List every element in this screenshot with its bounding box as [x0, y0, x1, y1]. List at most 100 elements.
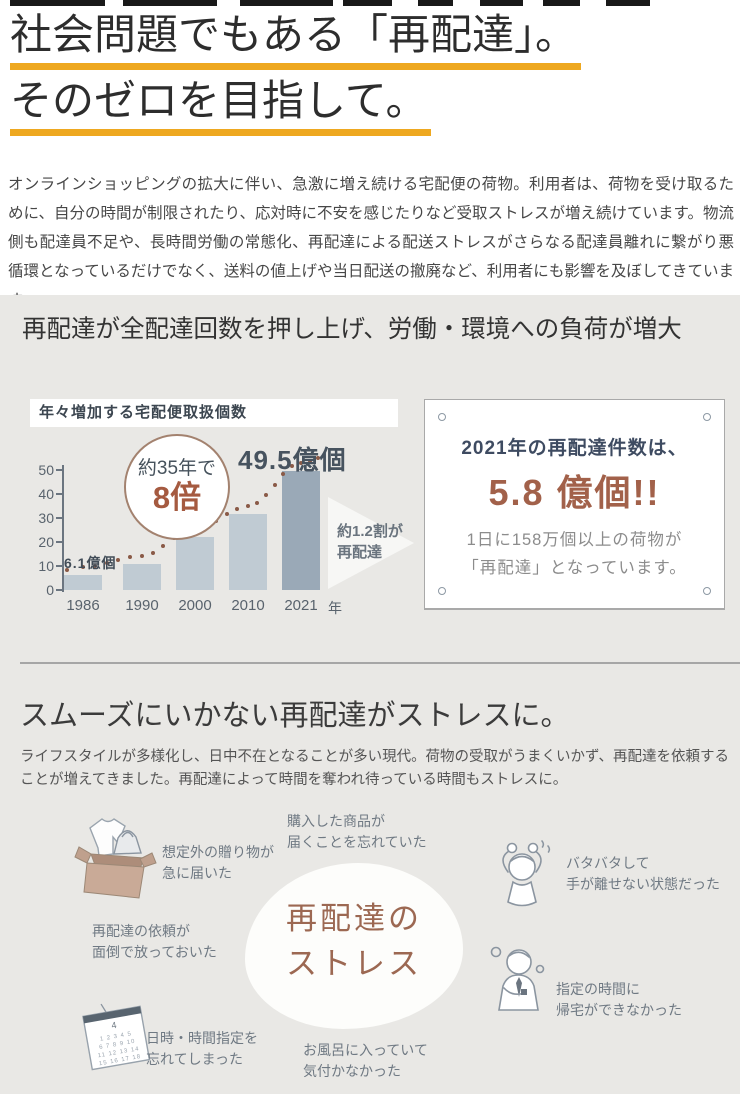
y-axis-label: 0 [46, 582, 54, 598]
bar-2000 [176, 537, 214, 590]
trend-dot [161, 544, 166, 549]
y-axis-tick [56, 541, 62, 543]
stress-item-request: 再配達の依頼が 面倒で放っておいた [92, 921, 217, 963]
stress-item-purchase-line1: 購入した商品が [287, 813, 385, 829]
growth-badge-line2: 8倍 [152, 480, 202, 515]
trend-dot [254, 501, 259, 506]
stress-item-datetime-line2: 忘れてしまった [146, 1051, 244, 1067]
trend-dot [316, 456, 320, 461]
growth-badge: 約35年で 8倍 [124, 434, 230, 540]
bar-2021 [282, 471, 320, 590]
stress-item-request-line1: 再配達の依頼が [92, 923, 190, 939]
card-pin-icon [438, 587, 446, 595]
chart-first-bar-label: 6.1億個 [64, 555, 117, 571]
arrow-label-line1: 約1.2割が [337, 523, 403, 540]
x-axis-label: 1986 [66, 597, 100, 614]
chart-peak-label: 49.5億個 [238, 445, 347, 475]
bar-1986 [64, 575, 102, 590]
redelivery-arrow-label: 約1.2割が 再配達 [337, 521, 403, 563]
trend-dot [290, 464, 295, 469]
hero-title-line2: そのゼロを目指して。 [10, 76, 432, 136]
x-axis-label: 2000 [178, 597, 212, 614]
stress-item-late-line2: 帰宅ができなかった [556, 1002, 682, 1018]
redelivery-stats-card: 2021年の再配達件数は、 5.8 億個!! 1日に158万個以上の荷物が 「再… [424, 399, 725, 610]
y-axis-label: 10 [38, 558, 54, 574]
section-divider [20, 662, 740, 664]
stress-item-bath-line1: お風呂に入っていて [303, 1042, 428, 1058]
cropped-text-fragment [606, 0, 650, 6]
growth-badge-line1: 約35年で [137, 458, 217, 479]
bar-2010 [229, 514, 267, 590]
stress-item-gift: 想定外の贈り物が 急に届いた [162, 842, 274, 884]
cropped-text-fragment [240, 0, 333, 6]
trend-dot [81, 565, 85, 570]
y-axis-label: 30 [38, 510, 54, 526]
y-axis-tick [56, 493, 62, 495]
y-axis-tick [56, 589, 62, 591]
svg-text:4: 4 [111, 1020, 118, 1031]
stress-item-gift-line1: 想定外の贈り物が [162, 844, 274, 860]
calendar-icon: 4 1 2 3 4 5 6 7 8 9 10 11 12 13 14 15 16… [82, 1003, 151, 1071]
cropped-text-fragment [418, 0, 453, 6]
stress-item-bath: お風呂に入っていて 気付かなかった [303, 1040, 428, 1082]
trend-dot [224, 512, 229, 517]
cropped-text-fragment [543, 0, 580, 6]
hero-title-line1: 社会問題でもある「再配達」。 [10, 10, 582, 70]
stress-item-purchase: 購入した商品が 届くことを忘れていた [287, 811, 427, 853]
trend-dot [263, 493, 268, 498]
trend-dot [235, 506, 240, 511]
flustered-person-icon [502, 840, 551, 907]
late-person-icon [490, 946, 545, 1011]
redelivery-arrow-icon [328, 497, 414, 589]
cropped-text-fragment [480, 0, 523, 6]
card-pin-icon [438, 413, 446, 421]
trend-dot [104, 561, 109, 566]
stress-item-late: 指定の時間に 帰宅ができなかった [556, 979, 682, 1021]
stress-item-purchase-line2: 届くことを忘れていた [287, 834, 427, 850]
stress-heading: スムーズにいかない再配達がストレスに。 [20, 700, 570, 732]
stress-center-bubble: 再配達の ストレス [245, 863, 463, 1029]
card-desc-line1: 1日に158万個以上の荷物が [466, 531, 683, 549]
trend-dot [92, 564, 97, 569]
trend-dot [128, 554, 133, 559]
y-axis-label: 20 [38, 534, 54, 550]
stats-heading: 再配達が全配達回数を押し上げ、労働・環境への負荷が増大 [22, 316, 682, 343]
y-axis-tick [56, 469, 62, 471]
stress-item-gift-line2: 急に届いた [162, 865, 232, 881]
svg-text:1 2 3 4 5: 1 2 3 4 5 [100, 1031, 133, 1043]
card-big-number: 5.8 億個!! [488, 472, 661, 513]
gift-box-icon [74, 818, 157, 899]
card-pin-icon [703, 587, 711, 595]
y-axis-tick [56, 517, 62, 519]
trend-dot [140, 553, 144, 558]
stress-item-request-line2: 面倒で放っておいた [92, 944, 217, 960]
x-axis-label: 2010 [231, 597, 265, 614]
y-axis-label: 50 [38, 462, 54, 478]
stress-item-busy-line2: 手が離せない状態だった [566, 876, 720, 892]
stress-item-datetime: 日時・時間指定を 忘れてしまった [146, 1028, 258, 1070]
y-axis-tick [56, 565, 62, 567]
card-desc-line2: 「再配達」となっています。 [462, 559, 687, 577]
trend-dot [307, 458, 312, 463]
trend-dot [150, 550, 155, 555]
stress-item-late-line1: 指定の時間に [556, 981, 640, 997]
y-axis-line [62, 465, 64, 592]
x-axis-label: 1990 [125, 597, 159, 614]
x-axis-unit: 年 [328, 600, 342, 616]
stress-center-line1: 再配達の [286, 901, 422, 936]
bar-1990 [123, 563, 161, 590]
chart-title: 年々増加する宅配便取扱個数 [30, 399, 398, 427]
trend-dot [272, 482, 277, 487]
trend-dot [65, 568, 69, 573]
card-heading: 2021年の再配達件数は、 [461, 438, 688, 459]
cropped-text-fragment [10, 0, 105, 6]
cropped-text-fragment [123, 0, 217, 6]
stress-item-busy-line1: バタバタして [566, 855, 650, 871]
stress-item-busy: バタバタして 手が離せない状態だった [566, 853, 720, 895]
arrow-label-line2: 再配達 [337, 544, 383, 561]
card-pin-icon [703, 413, 711, 421]
trend-dot [281, 472, 286, 477]
y-axis-label: 40 [38, 486, 54, 502]
hero-intro: オンラインショッピングの拡大に伴い、急激に増え続ける宅配便の荷物。利用者は、荷物… [8, 176, 734, 309]
